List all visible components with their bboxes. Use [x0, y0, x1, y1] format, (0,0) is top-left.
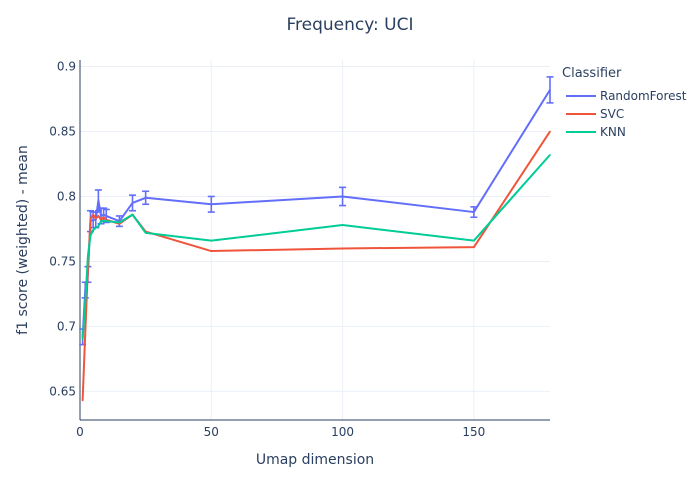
x-axis-title: Umap dimension — [256, 452, 374, 468]
y-tick-label: 0.7 — [57, 319, 76, 333]
data-point — [94, 217, 97, 220]
y-tick-label: 0.75 — [49, 254, 76, 268]
data-point — [89, 217, 92, 220]
data-point — [102, 220, 105, 222]
data-point — [131, 202, 134, 204]
data-point — [473, 239, 475, 242]
data-point — [549, 130, 551, 133]
data-point — [473, 211, 475, 213]
data-point — [105, 220, 108, 222]
data-point — [210, 239, 213, 242]
x-tick-label: 50 — [204, 425, 219, 439]
data-point — [84, 302, 87, 304]
data-point — [549, 154, 551, 156]
legend-item-randomforest[interactable]: RandomForest — [566, 89, 687, 103]
data-point — [102, 216, 105, 219]
data-point — [97, 199, 100, 202]
data-point — [341, 195, 344, 198]
data-point — [97, 215, 100, 217]
data-point — [92, 219, 94, 221]
data-point — [131, 213, 134, 216]
data-point — [81, 338, 84, 341]
legend-label: KNN — [600, 125, 626, 139]
data-point — [92, 229, 94, 232]
x-tick-label: 0 — [76, 425, 84, 439]
axes: 0.65 0.7 0.75 0.8 0.85 0.9 0 50 100 150 — [49, 59, 550, 439]
data-point — [105, 215, 108, 217]
data-point — [118, 221, 121, 224]
data-point — [341, 224, 344, 226]
y-tick-label: 0.8 — [57, 189, 76, 203]
data-point — [97, 225, 100, 228]
data-point — [89, 234, 92, 237]
data-point — [144, 196, 147, 199]
data-point — [92, 213, 94, 216]
legend-title: Classifier — [562, 66, 622, 81]
legend: Classifier RandomForest SVC KNN — [562, 66, 687, 139]
data-point — [100, 215, 102, 217]
data-point — [94, 226, 97, 229]
data-point — [341, 247, 344, 250]
data-point — [210, 203, 213, 206]
chart-title: Frequency: UCI — [286, 15, 413, 35]
y-tick-label: 0.85 — [49, 124, 76, 138]
data-point — [549, 89, 551, 91]
data-point — [100, 220, 102, 222]
x-tick-label: 100 — [331, 425, 354, 439]
data-point — [144, 232, 147, 234]
y-tick-label: 0.65 — [49, 384, 76, 398]
legend-label: RandomForest — [600, 89, 687, 103]
data-point — [473, 246, 475, 248]
y-axis-title: f1 score (weighted) - mean — [15, 145, 31, 335]
legend-item-knn[interactable]: KNN — [566, 125, 626, 139]
legend-label: SVC — [600, 107, 624, 121]
data-point — [210, 250, 213, 252]
data-point — [102, 213, 105, 216]
x-tick-label: 150 — [462, 425, 485, 439]
y-tick-label: 0.9 — [57, 59, 76, 73]
grid — [80, 60, 550, 420]
data-point — [81, 399, 84, 402]
legend-item-svc[interactable]: SVC — [566, 107, 624, 121]
series-layer — [79, 76, 554, 402]
series-knn — [81, 154, 551, 341]
data-point — [87, 255, 89, 258]
data-point — [84, 332, 87, 334]
